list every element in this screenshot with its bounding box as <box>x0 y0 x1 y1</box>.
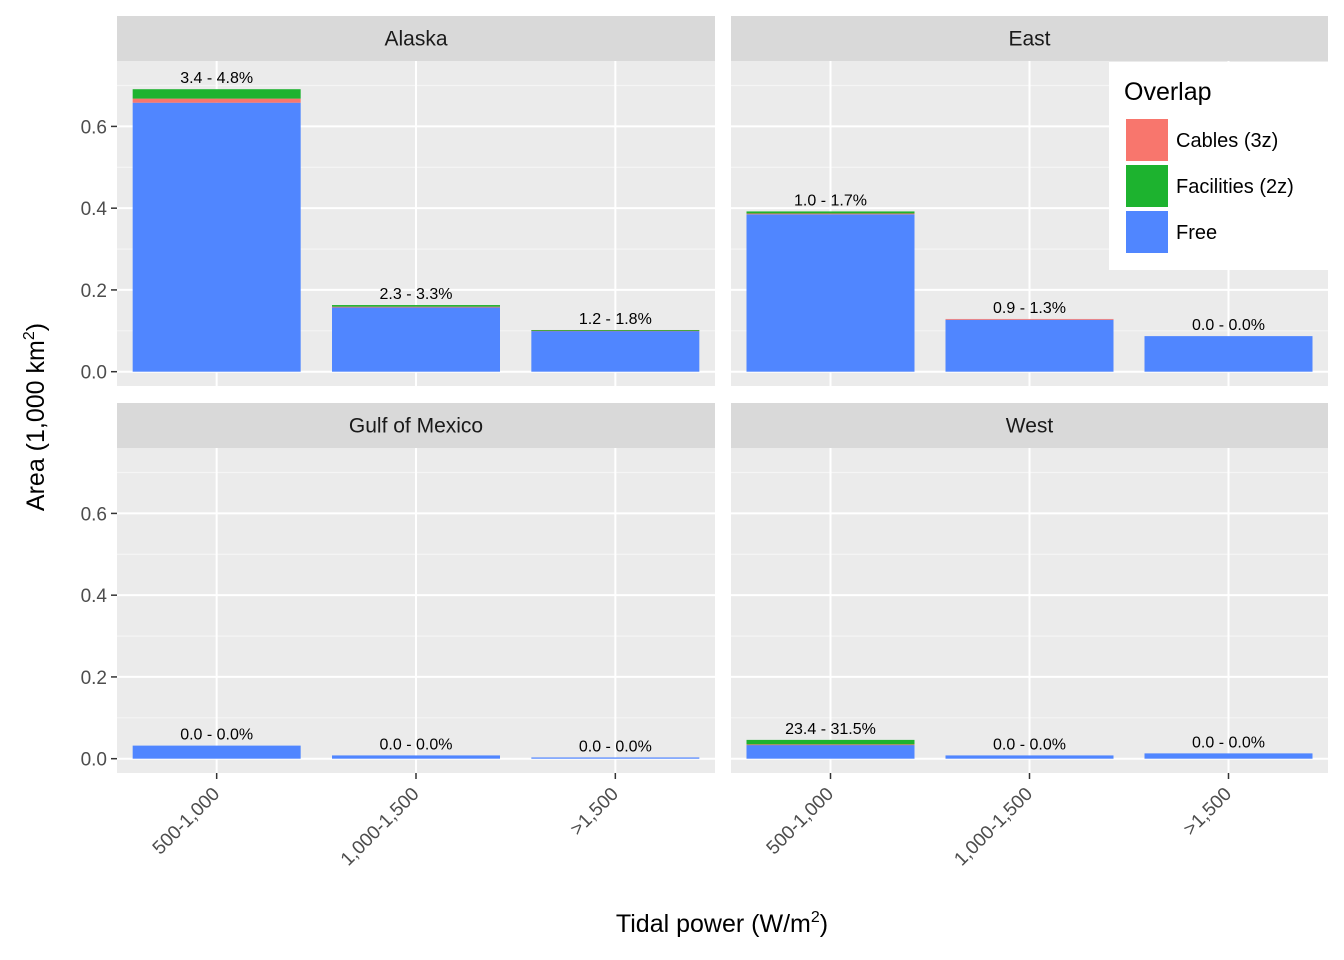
bar-segment-facilities-2z <box>332 305 500 307</box>
y-tick-label: 0.0 <box>81 750 107 771</box>
y-tick-label: 0.2 <box>81 668 107 689</box>
x-tick-label: 1,000-1,500 <box>950 784 1037 871</box>
bar-label: 2.3 - 3.3% <box>380 286 453 303</box>
facet-strip-label: Alaska <box>384 28 447 51</box>
legend-swatch <box>1126 211 1168 253</box>
bar-label: 0.0 - 0.0% <box>1192 317 1265 334</box>
y-tick-label: 0.2 <box>81 281 107 302</box>
y-tick-label: 0.6 <box>81 117 107 138</box>
bar-segment-free <box>332 755 500 759</box>
bar-segment-free <box>1144 336 1313 372</box>
panel-west: West 23.4 - 31.5% 0.0 - 0.0% 0.0 - 0.0% 500-… <box>731 403 1328 870</box>
bar-segment-facilities-2z <box>132 89 301 99</box>
bar-segment-free <box>746 744 915 759</box>
x-tick-label: 1,000-1,500 <box>337 784 424 871</box>
x-tick-label: 500-1,000 <box>763 784 838 859</box>
bar-label: 0.0 - 0.0% <box>579 738 652 755</box>
facet-strip <box>731 403 1328 448</box>
facet-strip <box>117 403 715 448</box>
bar-segment-free <box>132 745 301 759</box>
bar-segment-free <box>945 319 1114 372</box>
bar-segment-free <box>531 330 700 372</box>
bar-segment-free <box>132 102 301 372</box>
bar-label: 3.4 - 4.8% <box>180 70 253 87</box>
bar-label: 0.0 - 0.0% <box>1192 734 1265 751</box>
facet-strip-label: Gulf of Mexico <box>349 415 483 438</box>
bar-segment-cables-3z <box>132 98 301 103</box>
x-axis-title-text: Tidal power (W/m <box>616 910 811 938</box>
x-axis-title: Tidal power (W/m2) <box>616 909 828 938</box>
legend-title: Overlap <box>1124 78 1212 106</box>
bar-segment-facilities-2z <box>531 329 700 331</box>
bar-label: 23.4 - 31.5% <box>785 721 876 738</box>
bar-segment-free <box>746 214 915 372</box>
legend-label: Cables (3z) <box>1176 130 1278 152</box>
bar-label: 0.0 - 0.0% <box>380 736 453 753</box>
bar-segment-cables-3z <box>746 213 915 215</box>
facet-strip <box>731 16 1328 61</box>
y-axis-title-text: Area (1,000 km <box>22 340 50 511</box>
legend-label: Facilities (2z) <box>1176 176 1294 198</box>
y-tick-label: 0.0 <box>81 363 107 384</box>
bar-segment-cables-3z <box>531 330 700 332</box>
y-axis-title-suffix: ) <box>22 323 50 331</box>
panel-alaska: Alaska 3.4 - 4.8% 2.3 - 3.3% 1.2 - 1.8% 0.0 0… <box>81 16 715 386</box>
legend-label: Free <box>1176 222 1217 244</box>
bar-label: 1.2 - 1.8% <box>579 311 652 328</box>
x-axis-title-suffix: ) <box>820 910 828 938</box>
y-axis-title: Area (1,000 km2) <box>21 323 50 511</box>
bar-label: 0.9 - 1.3% <box>993 300 1066 317</box>
bar-segment-facilities-2z <box>746 739 915 745</box>
bar-segment-free <box>1144 753 1313 759</box>
legend-swatch <box>1126 165 1168 207</box>
legend-items: Cables (3z) Facilities (2z) Free <box>1126 119 1294 253</box>
panel-gulf-of-mexico: Gulf of Mexico 0.0 - 0.0% 0.0 - 0.0% 0.0 - … <box>81 403 715 870</box>
bar-segment-free <box>531 757 700 759</box>
legend-swatch <box>1126 119 1168 161</box>
bar-segment-free <box>332 307 500 372</box>
legend: Overlap Cables (3z) Facilities (2z) Free <box>1109 62 1328 270</box>
bar-segment-cables-3z <box>332 306 500 308</box>
bar-segment-facilities-2z <box>746 211 915 214</box>
bar-label: 0.0 - 0.0% <box>993 736 1066 753</box>
x-axis-title-sup: 2 <box>811 909 820 926</box>
bar-label: 0.0 - 0.0% <box>180 727 253 744</box>
bar-segment-cables-3z <box>746 744 915 746</box>
bar-segment-cables-3z <box>945 318 1114 320</box>
bar-label: 1.0 - 1.7% <box>794 192 867 209</box>
facet-strip-label: East <box>1008 28 1050 51</box>
bar-segment-free <box>945 755 1114 759</box>
y-axis-title-sup: 2 <box>21 331 38 340</box>
x-tick-label: 500-1,000 <box>149 784 224 859</box>
svg-text:Area (1,000 km2): Area (1,000 km2) <box>21 323 50 511</box>
x-tick-label: >1,500 <box>1180 784 1236 840</box>
y-tick-label: 0.6 <box>81 504 107 525</box>
y-tick-label: 0.4 <box>81 199 108 220</box>
y-tick-label: 0.4 <box>81 586 108 607</box>
x-tick-label: >1,500 <box>567 784 623 840</box>
facet-strip-label: West <box>1006 415 1054 438</box>
facet-strip <box>117 16 715 61</box>
